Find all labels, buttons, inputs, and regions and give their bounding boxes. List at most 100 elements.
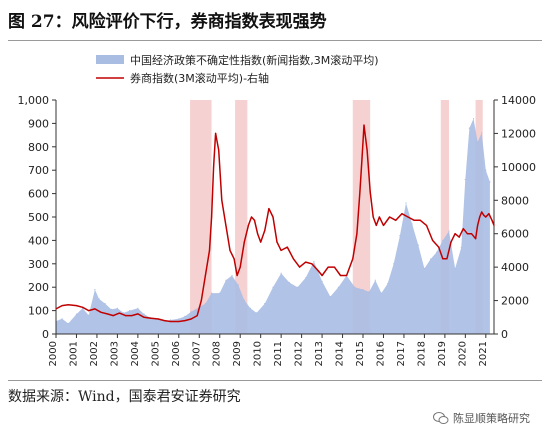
area-point — [116, 307, 118, 309]
line-point — [250, 216, 253, 218]
area-point — [190, 311, 192, 313]
area-point — [88, 314, 90, 316]
shaded-period-2 — [352, 100, 371, 334]
line-point — [483, 214, 485, 216]
area-point — [170, 319, 172, 321]
line-point — [305, 261, 307, 263]
line-point — [382, 224, 385, 226]
left-tick-label: 800 — [28, 141, 49, 154]
line-point — [112, 315, 114, 317]
line-point — [401, 213, 403, 215]
line-point — [446, 258, 448, 260]
line-point — [292, 258, 294, 260]
left-tick-label: 0 — [42, 328, 49, 341]
source-note: 数据来源：Wind，国泰君安证券研究 — [8, 389, 241, 405]
left-tick-label: 500 — [28, 211, 49, 224]
line-point — [264, 229, 266, 231]
line-point — [466, 233, 468, 235]
area-point — [61, 318, 63, 320]
line-point — [94, 308, 96, 310]
area-point — [288, 281, 290, 284]
line-point — [118, 312, 120, 314]
x-tick-label: 2001 — [68, 341, 79, 366]
line-point — [419, 219, 421, 221]
area-point — [249, 307, 251, 309]
line-point — [55, 308, 57, 310]
line-point — [366, 149, 368, 151]
line-point — [280, 249, 282, 251]
x-tick-label: 2021 — [478, 341, 489, 366]
chart: 01002003004005006007008009001,0000200040… — [18, 53, 537, 366]
watermark-text: 陈显顺策略研究 — [453, 412, 530, 425]
source-divider — [8, 380, 542, 381]
area-point — [464, 179, 466, 181]
line-point — [243, 241, 245, 243]
area-point — [387, 283, 389, 285]
line-point — [157, 318, 159, 320]
line-point — [346, 274, 348, 277]
line-point — [221, 199, 223, 201]
area-point — [211, 292, 213, 294]
line-point — [272, 216, 274, 218]
line-point — [493, 224, 495, 226]
x-tick-label: 2010 — [253, 341, 264, 366]
line-point — [425, 224, 428, 226]
x-tick-label: 2017 — [396, 341, 407, 366]
area-point — [374, 279, 376, 281]
line-point — [200, 300, 202, 302]
left-tick-label: 300 — [28, 258, 49, 271]
area-point — [178, 318, 180, 320]
x-tick-label: 2006 — [171, 341, 182, 366]
line-point — [479, 216, 481, 218]
legend-swatch-area — [96, 55, 124, 64]
line-point — [407, 216, 409, 218]
x-tick-label: 2016 — [375, 341, 386, 366]
area-point — [430, 258, 432, 260]
x-tick-label: 2019 — [437, 341, 448, 366]
area-point — [143, 313, 145, 315]
area-point — [436, 251, 438, 253]
line-point — [131, 315, 133, 317]
line-point — [233, 258, 235, 260]
area-point — [231, 274, 233, 277]
area-point — [393, 263, 395, 265]
area-point — [98, 298, 100, 300]
line-point — [369, 191, 371, 193]
area-point — [129, 310, 131, 312]
legend-label-line: 券商指数(3M滚动平均)-右轴 — [130, 71, 269, 85]
line-point — [211, 216, 213, 218]
right-tick-label: 0 — [501, 328, 508, 341]
area-point — [399, 235, 401, 237]
x-tick-label: 2020 — [457, 341, 468, 366]
line-point — [339, 274, 342, 277]
legend-label-area: 中国经济政策不确定性指数(新闻指数,3M滚动平均) — [130, 53, 379, 67]
line-point — [372, 216, 374, 218]
wechat-icon — [433, 412, 449, 424]
line-point — [321, 274, 323, 277]
area-point — [313, 260, 315, 263]
area-point — [204, 303, 206, 305]
line-point — [125, 315, 127, 317]
x-tick-label: 2003 — [109, 341, 120, 366]
shaded-period-3 — [440, 100, 449, 334]
area-point — [219, 292, 221, 294]
line-point — [67, 304, 69, 306]
area-point — [329, 296, 331, 298]
area-point — [75, 313, 78, 315]
line-point — [149, 317, 151, 319]
area-path — [56, 118, 490, 334]
area-point — [468, 127, 470, 129]
area-point — [110, 308, 112, 310]
line-point — [361, 157, 363, 160]
x-tick-label: 2015 — [355, 341, 366, 366]
line-point — [363, 124, 365, 126]
line-point — [239, 266, 241, 268]
brokerage-line-series — [55, 124, 495, 323]
line-point — [438, 246, 440, 248]
x-tick-label: 2008 — [212, 341, 223, 366]
line-point — [470, 233, 473, 235]
area-point — [296, 286, 299, 288]
area-point — [481, 132, 483, 134]
left-tick-label: 200 — [28, 281, 49, 294]
line-point — [75, 305, 78, 307]
